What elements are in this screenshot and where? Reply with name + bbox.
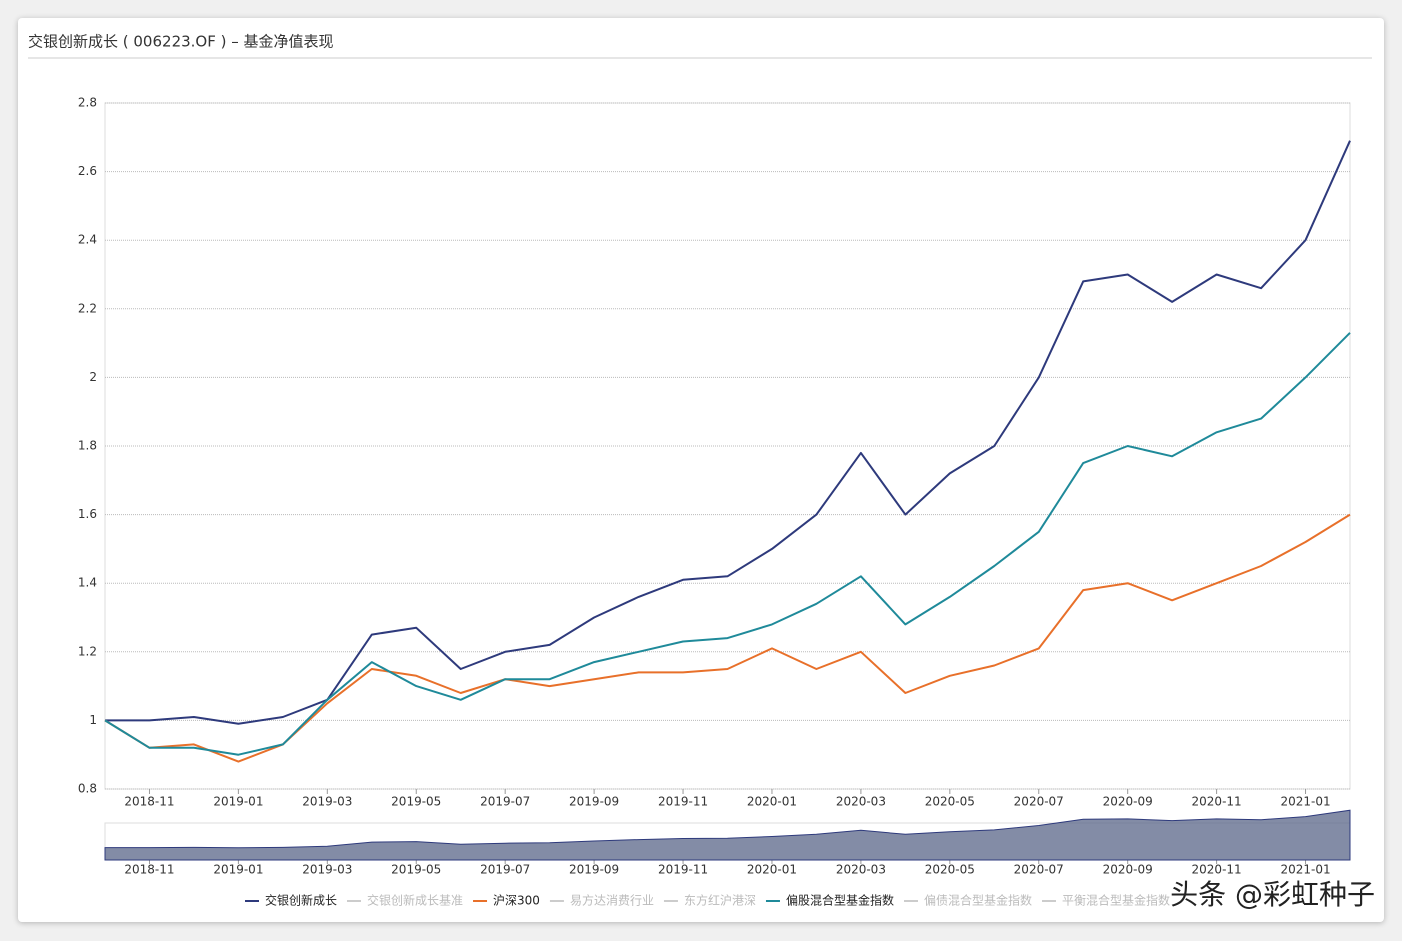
legend-label[interactable]: 偏股混合型基金指数 [786, 893, 894, 908]
x-tick-label: 2018-11 [124, 795, 174, 809]
y-tick-label: 2 [89, 370, 97, 384]
legend-label[interactable]: 偏债混合型基金指数 [924, 893, 1032, 908]
y-tick-label: 1.2 [78, 644, 97, 658]
navigator-tick-label: 2019-09 [569, 863, 619, 877]
series-line [104, 332, 1351, 756]
navigator-tick-label: 2020-01 [747, 863, 797, 877]
navigator-tick-label: 2020-11 [1192, 863, 1242, 877]
legend-label[interactable]: 平衡混合型基金指数 [1062, 893, 1170, 908]
chart-title: 交银创新成长 ( 006223.OF ) – 基金净值表现 [28, 33, 334, 51]
navigator-tick-label: 2019-01 [213, 863, 263, 877]
x-tick-label: 2019-01 [213, 795, 263, 809]
navigator-tick-label: 2019-05 [391, 863, 441, 877]
x-tick-label: 2019-11 [658, 795, 708, 809]
series-line [104, 513, 1351, 763]
legend-label[interactable]: 易方达消费行业 [570, 893, 654, 908]
navigator-tick-label: 2019-07 [480, 863, 530, 877]
x-tick-label: 2019-09 [569, 795, 619, 809]
navigator-tick-label: 2019-03 [302, 863, 352, 877]
navigator-tick-label: 2019-11 [658, 863, 708, 877]
navigator-area [104, 809, 1351, 861]
y-tick-label: 2.8 [78, 96, 97, 110]
navigator-tick-label: 2020-05 [925, 863, 975, 877]
x-tick-label: 2020-07 [1014, 795, 1064, 809]
x-tick-label: 2020-05 [925, 795, 975, 809]
y-tick-label: 2.4 [78, 233, 97, 247]
x-tick-label: 2020-01 [747, 795, 797, 809]
card [18, 18, 1384, 922]
x-tick-label: 2020-03 [836, 795, 886, 809]
navigator-tick-label: 2018-11 [124, 863, 174, 877]
x-tick-label: 2019-03 [302, 795, 352, 809]
y-tick-label: 2.2 [78, 301, 97, 315]
legend-label[interactable]: 交银创新成长基准 [367, 893, 463, 908]
navigator-tick-label: 2020-09 [1103, 863, 1153, 877]
x-tick-label: 2020-11 [1192, 795, 1242, 809]
x-tick-label: 2019-05 [391, 795, 441, 809]
y-tick-label: 1 [89, 713, 97, 727]
legend-label[interactable]: 东方红沪港深 [684, 893, 756, 908]
x-tick-label: 2019-07 [480, 795, 530, 809]
navigator-tick-label: 2021-01 [1280, 863, 1330, 877]
legend-label[interactable]: 沪深300 [493, 894, 540, 908]
y-tick-label: 0.8 [78, 782, 97, 796]
y-tick-label: 1.4 [78, 576, 97, 590]
x-tick-label: 2021-01 [1280, 795, 1330, 809]
x-tick-label: 2020-09 [1103, 795, 1153, 809]
series-line [105, 140, 1351, 725]
watermark: 头条 @彩虹种子 [1170, 878, 1375, 911]
y-tick-label: 1.6 [78, 507, 97, 521]
legend-label[interactable]: 交银创新成长 [265, 893, 337, 908]
navigator-tick-label: 2020-03 [836, 863, 886, 877]
y-tick-label: 1.8 [78, 439, 97, 453]
y-tick-label: 2.6 [78, 164, 97, 178]
navigator-tick-label: 2020-07 [1014, 863, 1064, 877]
